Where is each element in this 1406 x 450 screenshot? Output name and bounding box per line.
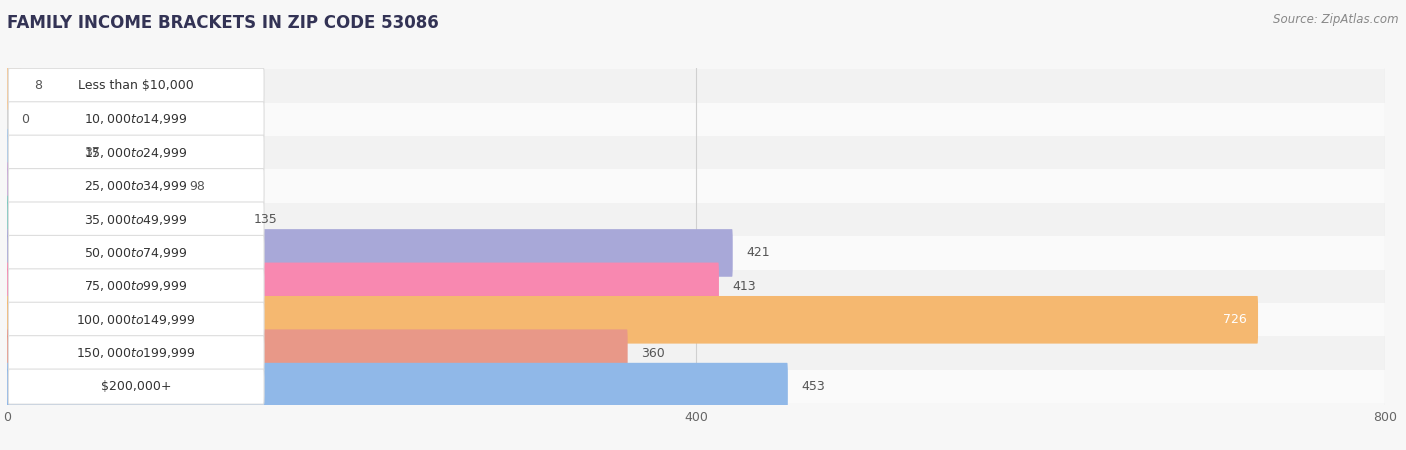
- FancyBboxPatch shape: [8, 302, 264, 338]
- FancyBboxPatch shape: [7, 262, 718, 310]
- Bar: [7, 370, 1385, 403]
- Bar: [7, 303, 1385, 337]
- FancyBboxPatch shape: [7, 129, 72, 176]
- Text: 8: 8: [35, 79, 42, 92]
- FancyBboxPatch shape: [8, 369, 264, 404]
- Text: $10,000 to $14,999: $10,000 to $14,999: [84, 112, 188, 126]
- Text: 37: 37: [84, 146, 100, 159]
- Text: 421: 421: [747, 247, 769, 260]
- FancyBboxPatch shape: [7, 62, 21, 110]
- Bar: [7, 169, 1385, 203]
- Text: $100,000 to $149,999: $100,000 to $149,999: [76, 313, 195, 327]
- Text: $75,000 to $99,999: $75,000 to $99,999: [84, 279, 188, 293]
- FancyBboxPatch shape: [8, 336, 264, 371]
- FancyBboxPatch shape: [7, 229, 733, 277]
- Text: 453: 453: [801, 380, 825, 393]
- FancyBboxPatch shape: [7, 363, 787, 410]
- Text: $25,000 to $34,999: $25,000 to $34,999: [84, 179, 188, 193]
- Text: 726: 726: [1223, 313, 1247, 326]
- Bar: [7, 69, 1385, 103]
- Text: 135: 135: [253, 213, 277, 226]
- Text: FAMILY INCOME BRACKETS IN ZIP CODE 53086: FAMILY INCOME BRACKETS IN ZIP CODE 53086: [7, 14, 439, 32]
- Text: $150,000 to $199,999: $150,000 to $199,999: [76, 346, 195, 360]
- Text: $35,000 to $49,999: $35,000 to $49,999: [84, 212, 188, 226]
- FancyBboxPatch shape: [8, 169, 264, 204]
- FancyBboxPatch shape: [7, 162, 176, 210]
- Text: 98: 98: [190, 180, 205, 193]
- FancyBboxPatch shape: [7, 196, 240, 243]
- FancyBboxPatch shape: [7, 296, 1258, 344]
- Text: $50,000 to $74,999: $50,000 to $74,999: [84, 246, 188, 260]
- Text: Source: ZipAtlas.com: Source: ZipAtlas.com: [1274, 14, 1399, 27]
- FancyBboxPatch shape: [8, 102, 264, 137]
- Text: 360: 360: [641, 346, 665, 360]
- Text: 413: 413: [733, 280, 756, 293]
- FancyBboxPatch shape: [8, 235, 264, 270]
- FancyBboxPatch shape: [8, 202, 264, 237]
- Bar: [7, 236, 1385, 270]
- Bar: [7, 270, 1385, 303]
- Bar: [7, 337, 1385, 370]
- Text: 0: 0: [21, 113, 28, 126]
- Text: Less than $10,000: Less than $10,000: [79, 79, 194, 92]
- FancyBboxPatch shape: [7, 329, 627, 377]
- FancyBboxPatch shape: [8, 269, 264, 304]
- FancyBboxPatch shape: [8, 68, 264, 104]
- Bar: [7, 203, 1385, 236]
- Text: $200,000+: $200,000+: [101, 380, 172, 393]
- Bar: [7, 136, 1385, 169]
- Bar: [7, 103, 1385, 136]
- Text: $15,000 to $24,999: $15,000 to $24,999: [84, 146, 188, 160]
- FancyBboxPatch shape: [8, 135, 264, 170]
